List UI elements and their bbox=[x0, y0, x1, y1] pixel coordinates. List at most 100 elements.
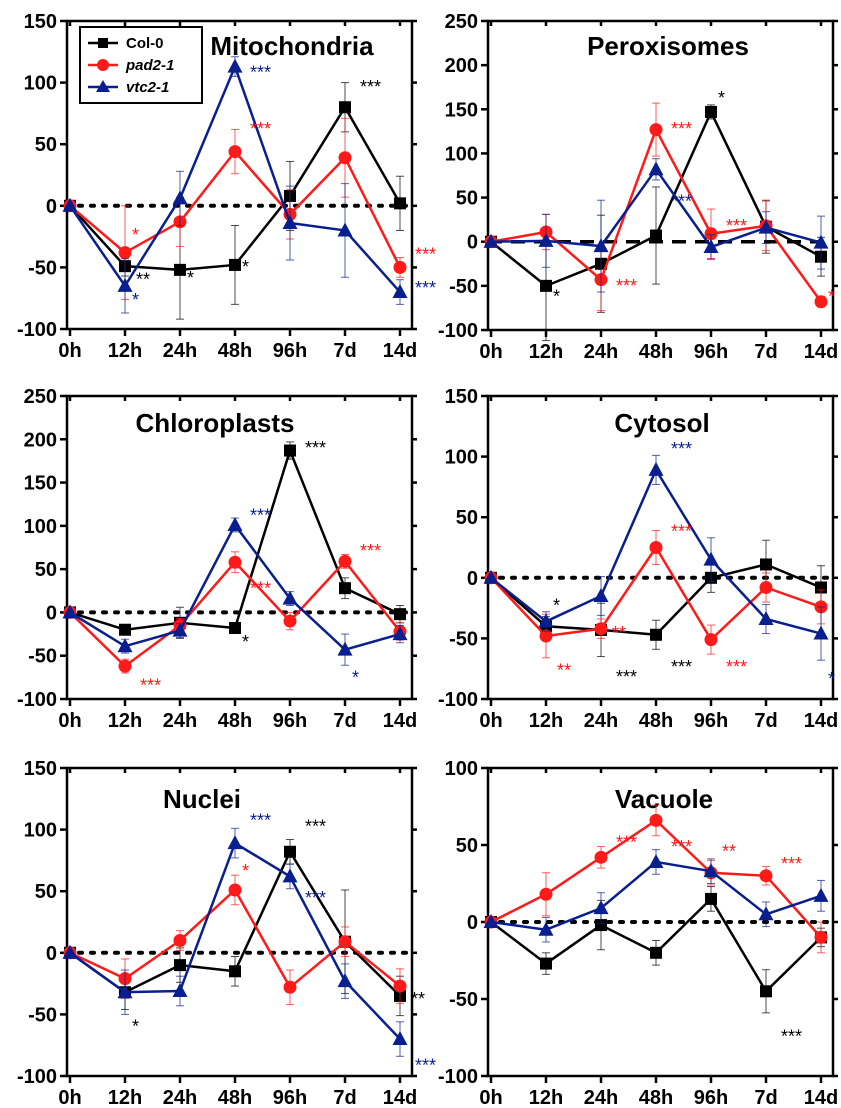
significance-label: * bbox=[132, 290, 139, 310]
data-point-pad2-1 bbox=[283, 614, 297, 628]
data-point-col-0 bbox=[650, 628, 662, 641]
significance-label: *** bbox=[616, 667, 637, 687]
data-point-col-0 bbox=[229, 622, 241, 635]
y-tick-label: -100 bbox=[438, 320, 478, 342]
significance-label: *** bbox=[250, 119, 271, 139]
data-point-pad2-1 bbox=[539, 629, 553, 643]
significance-label: *** bbox=[726, 216, 747, 236]
data-point-pad2-1 bbox=[704, 633, 718, 647]
data-point-vtc2-1 bbox=[593, 238, 609, 253]
significance-label: *** bbox=[781, 854, 802, 874]
data-point-vtc2-1 bbox=[758, 219, 774, 234]
x-tick-label: 12h bbox=[108, 710, 142, 732]
x-tick-label: 14d bbox=[804, 1087, 838, 1108]
data-point-col-0 bbox=[540, 279, 552, 292]
x-tick-label: 24h bbox=[584, 710, 618, 732]
significance-label: *** bbox=[305, 817, 326, 837]
data-point-pad2-1 bbox=[228, 555, 242, 569]
data-point-pad2-1 bbox=[338, 554, 352, 568]
data-point-vtc2-1 bbox=[282, 590, 298, 605]
data-point-col-0 bbox=[119, 623, 131, 636]
y-tick-label: -50 bbox=[449, 628, 478, 650]
x-tick-label: 12h bbox=[108, 1087, 142, 1108]
data-point-vtc2-1 bbox=[392, 626, 408, 641]
y-tick-label: 0 bbox=[467, 232, 478, 254]
y-tick-label: 250 bbox=[445, 11, 478, 33]
significance-label: *** bbox=[671, 191, 692, 211]
y-tick-label: 0 bbox=[46, 602, 57, 624]
y-tick-label: 100 bbox=[445, 758, 478, 780]
significance-label: * bbox=[242, 632, 249, 652]
x-tick-label: 14d bbox=[383, 1087, 417, 1108]
y-tick-label: 50 bbox=[35, 559, 57, 581]
chart-panel-chloroplasts: -100 -50 0 50 100 150 200 250 0h 12h 24h 48h 96h 7d 14… bbox=[17, 386, 417, 732]
data-point-pad2-1 bbox=[814, 930, 828, 944]
legend-label-col-0: Col-0 bbox=[126, 35, 164, 52]
data-point-vtc2-1 bbox=[227, 835, 243, 850]
y-tick-label: 50 bbox=[35, 134, 57, 156]
x-tick-label: 0h bbox=[479, 710, 502, 732]
significance-label: * bbox=[553, 287, 560, 307]
plot-frame bbox=[486, 19, 835, 332]
significance-label: * bbox=[718, 88, 725, 108]
series-pad2-1 bbox=[484, 804, 828, 954]
x-tick-label: 24h bbox=[584, 341, 618, 363]
x-tick-label: 12h bbox=[108, 340, 142, 362]
data-point-col-0 bbox=[339, 101, 351, 114]
data-point-pad2-1 bbox=[594, 622, 608, 636]
x-tick-label: 96h bbox=[273, 340, 307, 362]
chart-panel-peroxisomes: -100 -50 0 50 100 150 200 250 0h 12h 24h 48h 96h 7d 14… bbox=[438, 11, 838, 363]
significance-label: ** bbox=[136, 269, 150, 289]
significance-label: * bbox=[352, 668, 359, 688]
x-tick-label: 48h bbox=[639, 1087, 673, 1108]
significance-label: *** bbox=[250, 62, 271, 82]
y-tick-label: -50 bbox=[449, 276, 478, 298]
panel-title: Chloroplasts bbox=[136, 408, 295, 438]
significance-label: *** bbox=[360, 541, 381, 561]
y-tick-label: -50 bbox=[449, 989, 478, 1011]
series-vtc2-1 bbox=[483, 158, 829, 293]
data-point-pad2-1 bbox=[338, 151, 352, 165]
data-point-vtc2-1 bbox=[337, 222, 353, 237]
data-point-pad2-1 bbox=[539, 887, 553, 901]
significance-label: * bbox=[132, 225, 139, 245]
y-tick-label: 100 bbox=[445, 447, 478, 469]
data-point-vtc2-1 bbox=[538, 613, 554, 628]
x-tick-label: 24h bbox=[584, 1087, 618, 1108]
significance-label: *** bbox=[305, 888, 326, 908]
panel-title: Nuclei bbox=[163, 784, 241, 814]
data-point-col-0 bbox=[540, 957, 552, 970]
data-point-pad2-1 bbox=[338, 935, 352, 949]
plot-frame bbox=[65, 766, 414, 1078]
data-point-pad2-1 bbox=[118, 246, 132, 260]
significance-label: *** bbox=[671, 657, 692, 677]
x-tick-label: 96h bbox=[694, 710, 728, 732]
significance-label: *** bbox=[671, 119, 692, 139]
x-tick-label: 14d bbox=[383, 710, 417, 732]
x-tick-label: 0h bbox=[479, 341, 502, 363]
significance-label: ** bbox=[557, 661, 571, 681]
plot-frame bbox=[65, 394, 414, 701]
x-tick-label: 14d bbox=[804, 710, 838, 732]
data-point-vtc2-1 bbox=[538, 921, 554, 936]
y-tick-label: 0 bbox=[467, 912, 478, 934]
series-vtc2-1 bbox=[62, 827, 408, 1057]
y-tick-label: 50 bbox=[456, 188, 478, 210]
data-point-pad2-1 bbox=[649, 123, 663, 137]
series-vtc2-1 bbox=[62, 516, 408, 666]
data-point-col-0 bbox=[284, 845, 296, 858]
data-point-pad2-1 bbox=[118, 659, 132, 673]
y-tick-label: -50 bbox=[28, 1004, 57, 1026]
data-point-col-0 bbox=[650, 229, 662, 242]
data-point-vtc2-1 bbox=[593, 900, 609, 915]
legend-label-pad2-1: pad2-1 bbox=[125, 57, 174, 74]
x-tick-label: 24h bbox=[163, 1087, 197, 1108]
x-tick-label: 0h bbox=[58, 1087, 81, 1108]
x-tick-label: 14d bbox=[804, 341, 838, 363]
data-point-pad2-1 bbox=[393, 260, 407, 274]
plot-frame bbox=[65, 19, 414, 331]
data-point-col-0 bbox=[394, 608, 406, 621]
data-point-col-0 bbox=[284, 444, 296, 457]
significance-label: *** bbox=[250, 506, 271, 526]
x-tick-label: 48h bbox=[639, 341, 673, 363]
